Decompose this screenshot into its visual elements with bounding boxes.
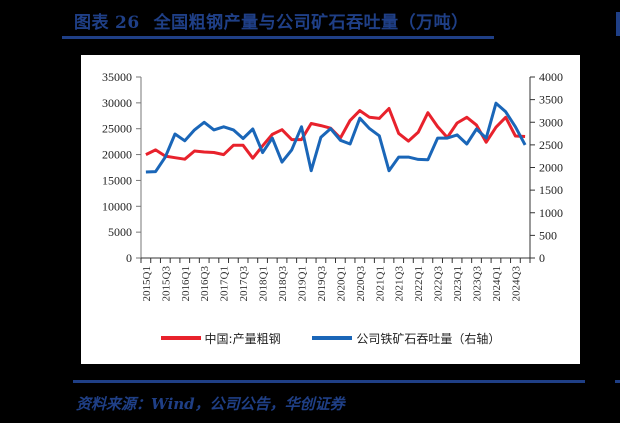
- title-underline: [62, 36, 494, 39]
- figure-label: 图表: [74, 13, 109, 33]
- x-tick-label: 2024Q3: [510, 266, 522, 302]
- source-rule: [73, 380, 585, 383]
- right-y-tick-label: 1500: [539, 183, 563, 197]
- x-tick-label: 2021Q3: [394, 266, 406, 302]
- legend-label-crude-steel: 中国:产量粗钢: [204, 331, 281, 346]
- figure-title-text: 全国粗钢产量与公司矿石吞吐量（万吨）: [153, 13, 469, 33]
- legend-label-iron-ore: 公司铁矿石吞吐量（右轴）: [356, 331, 501, 346]
- chart-panel: 0 5000 10000 15000 20000 25000 30000 35000 0 500 1…: [81, 55, 580, 364]
- right-y-tick-label: 4000: [539, 70, 563, 84]
- x-tick-label: 2015Q1: [141, 266, 153, 301]
- x-tick-label: 2018Q1: [258, 266, 270, 301]
- left-y-tick-label: 5000: [108, 225, 132, 239]
- figure-number: 26: [115, 13, 140, 33]
- x-tick-label: 2015Q3: [160, 266, 172, 302]
- right-y-tick-label: 2000: [539, 161, 563, 175]
- legend-swatch-red-icon: [160, 336, 201, 340]
- right-y-tick-label: 2500: [539, 138, 563, 152]
- left-y-tick-label: 0: [126, 251, 132, 265]
- right-y-tick-label: 3500: [539, 93, 563, 107]
- x-tick-label: 2016Q3: [199, 266, 211, 302]
- x-tick-label: 2017Q1: [219, 266, 231, 301]
- iron-ore-throughput-line: [145, 101, 527, 174]
- x-tick-label: 2024Q1: [491, 266, 503, 301]
- left-y-tick-label: 30000: [102, 96, 132, 110]
- x-tick-label: 2021Q1: [374, 266, 386, 301]
- x-tick-label: 2020Q1: [335, 266, 347, 301]
- x-tick-label: 2019Q1: [296, 266, 308, 301]
- right-y-tick-label: 1000: [539, 206, 563, 220]
- left-y-tick-label: 25000: [102, 122, 132, 136]
- legend-item-iron-ore: 公司铁矿石吞吐量（右轴）: [312, 330, 500, 347]
- left-y-tick-label: 35000: [102, 70, 132, 84]
- x-tick-label: 2023Q1: [452, 266, 464, 301]
- left-y-tick-label: 15000: [102, 173, 132, 187]
- right-y-tick-label: 3000: [539, 115, 563, 129]
- x-tick-label: 2022Q3: [433, 266, 445, 302]
- adjacent-rule-edge: [615, 380, 620, 383]
- adjacent-figure-edge: [616, 12, 620, 36]
- x-tick-label: 2023Q3: [472, 266, 484, 302]
- x-tick-label: 2018Q3: [277, 266, 289, 302]
- chart-legend: 中国:产量粗钢 公司铁矿石吞吐量（右轴）: [81, 329, 580, 347]
- x-tick-label: 2019Q3: [316, 266, 328, 302]
- legend-swatch-blue-icon: [312, 336, 353, 340]
- x-tick-label: 2020Q3: [355, 266, 367, 302]
- source-note: 资料来源：Wind，公司公告，华创证券: [76, 395, 345, 413]
- x-tick-label: 2016Q1: [180, 266, 192, 301]
- line-chart: 0 5000 10000 15000 20000 25000 30000 35000 0 500 1…: [102, 70, 563, 302]
- x-tick-label: 2017Q3: [238, 266, 250, 302]
- right-y-tick-label: 0: [539, 251, 545, 265]
- figure-title: 图表 26 全国粗钢产量与公司矿石吞吐量（万吨）: [74, 8, 469, 33]
- legend-item-crude-steel: 中国:产量粗钢: [160, 330, 281, 347]
- x-tick-label: 2022Q1: [413, 266, 425, 301]
- left-y-tick-label: 20000: [102, 148, 132, 162]
- left-y-tick-label: 10000: [102, 199, 132, 213]
- right-y-tick-label: 500: [539, 228, 557, 242]
